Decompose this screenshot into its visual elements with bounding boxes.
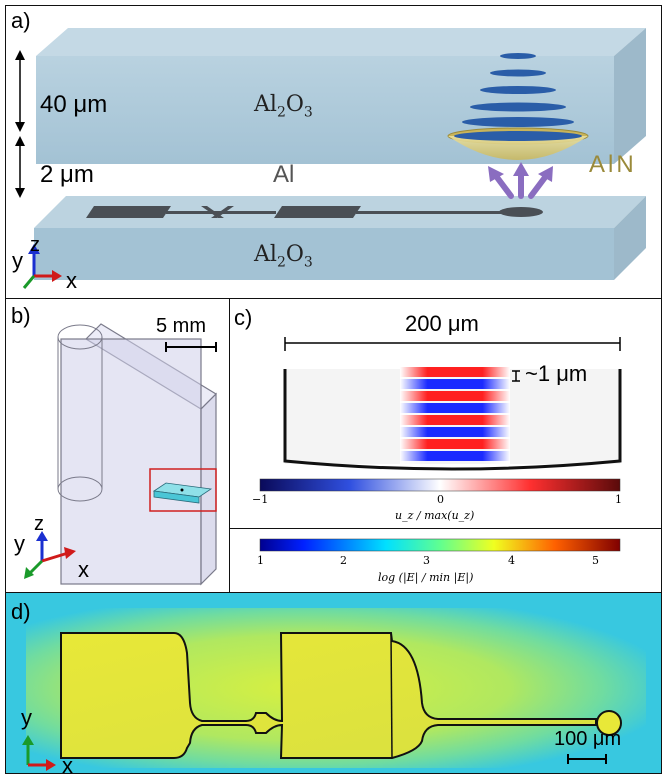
cbar1-label: u_z / max(u_z) — [395, 509, 475, 522]
zoom-box — [149, 468, 217, 512]
axis-x-a: x — [66, 268, 77, 293]
axis-triad-a — [22, 244, 62, 289]
dim-bottom-label: 2 μm — [40, 161, 94, 188]
mode-ellipse — [462, 117, 574, 127]
axis-y-b: y — [14, 531, 25, 556]
width-dimension — [284, 337, 621, 351]
cbar1-tick-0: −1 — [252, 493, 269, 506]
panel-c-drawing — [259, 337, 622, 492]
panel-a-label: a) — [11, 8, 31, 33]
sapphire-top-label: Al2O3 — [254, 92, 313, 121]
circular-pad — [596, 710, 622, 736]
scale-label-d: 100 μm — [554, 728, 622, 750]
sample-chip — [152, 482, 213, 504]
mode-ellipse — [480, 86, 556, 94]
axis-y-d: y — [21, 705, 32, 730]
sapphire-bottom-label: Al2O3 — [254, 242, 313, 271]
axis-triad-b — [24, 531, 76, 579]
dimension-arrows — [15, 50, 25, 198]
metal-label: Al — [273, 161, 295, 188]
lens-profile — [283, 369, 622, 471]
axis-y-a: y — [12, 248, 23, 273]
panel-d-label: d) — [11, 599, 31, 624]
panel-d: d) 100 μm y x — [5, 592, 662, 774]
panel-c-colorbar2: 1 2 3 4 5 log (|E| / min |E|) — [229, 528, 662, 594]
panel-c-label: c) — [234, 305, 253, 330]
wavelength-marker — [512, 370, 520, 382]
emission-arrows — [488, 162, 553, 199]
cbar2-tick-2: 3 — [423, 554, 430, 567]
colorbar-field-drawing — [259, 538, 621, 552]
axis-x-d: x — [62, 753, 73, 774]
cbar1-tick-1: 0 — [437, 493, 444, 506]
dim-top-label: 40 μm — [40, 91, 108, 118]
mode-stripes — [400, 365, 510, 465]
cbar2-tick-3: 4 — [508, 554, 515, 567]
aln-lens — [448, 136, 588, 160]
panel-b: b) 5 mm y z x — [5, 298, 231, 594]
mode-ellipse — [500, 53, 536, 59]
axis-z-b: z — [34, 513, 44, 535]
panel-a: a) 40 μm 2 μm Al2O3 Al AlN Al2O3 y z x — [5, 5, 662, 300]
top-sapphire-top-face — [36, 28, 646, 56]
wavelength-label: ~1 μm — [525, 361, 588, 386]
left-pad — [60, 632, 597, 759]
circuit-outline — [60, 632, 597, 759]
colorbar-displacement — [259, 478, 621, 492]
axis-x-b: x — [78, 557, 89, 582]
mode-ellipse — [470, 102, 566, 112]
bottom-sapphire-slab — [34, 228, 614, 280]
panel-c: c) 200 μm ~1 μm −1 0 1 u_z / max(u_z) — [229, 298, 662, 530]
mode-ellipse — [454, 131, 582, 141]
al-circuit — [86, 206, 543, 218]
aln-label: AlN — [589, 151, 637, 178]
mode-ellipse — [490, 69, 546, 77]
cbar2-tick-1: 2 — [340, 554, 347, 567]
cbar2-tick-0: 1 — [257, 554, 264, 567]
scale-bar-b — [165, 342, 217, 352]
panel-a-drawing — [15, 28, 646, 289]
scale-label-b: 5 mm — [156, 315, 206, 337]
panel-b-drawing — [24, 323, 217, 586]
panel-b-label: b) — [11, 303, 31, 328]
scale-bar-d — [567, 754, 607, 764]
width-label: 200 μm — [405, 311, 479, 336]
cbar2-label: log (|E| / min |E|) — [378, 571, 474, 584]
colorbar-field — [259, 538, 621, 552]
axis-triad-d — [22, 735, 56, 771]
cbar2-tick-4: 5 — [592, 554, 599, 567]
cbar1-tick-2: 1 — [615, 493, 622, 506]
panel-d-drawing — [22, 608, 646, 771]
axis-z-a: z — [30, 234, 40, 256]
